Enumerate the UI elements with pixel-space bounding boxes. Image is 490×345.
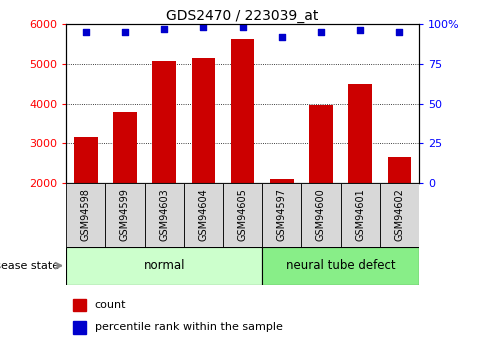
Bar <box>388 157 411 183</box>
Text: GSM94605: GSM94605 <box>238 188 247 241</box>
Bar <box>73 299 86 311</box>
Point <box>199 24 207 30</box>
Text: GSM94601: GSM94601 <box>355 188 365 241</box>
Point <box>317 29 325 35</box>
Text: disease state: disease state <box>0 261 59 270</box>
Text: count: count <box>95 300 126 310</box>
Bar <box>380 183 419 247</box>
Bar <box>105 183 145 247</box>
Text: GSM94604: GSM94604 <box>198 188 208 241</box>
Point <box>278 34 286 40</box>
Text: neural tube defect: neural tube defect <box>286 259 395 272</box>
Text: GSM94598: GSM94598 <box>81 188 91 241</box>
Bar <box>341 183 380 247</box>
Text: GSM94603: GSM94603 <box>159 188 169 241</box>
Point <box>121 29 129 35</box>
Bar <box>262 247 419 285</box>
Text: GSM94602: GSM94602 <box>394 188 404 241</box>
Text: GSM94599: GSM94599 <box>120 188 130 241</box>
Bar <box>231 39 254 183</box>
Bar <box>113 112 137 183</box>
Bar <box>301 183 341 247</box>
Point <box>395 29 403 35</box>
Bar <box>309 106 333 183</box>
Bar <box>192 58 215 183</box>
Bar <box>348 85 372 183</box>
Point <box>239 24 246 30</box>
Title: GDS2470 / 223039_at: GDS2470 / 223039_at <box>167 9 318 23</box>
Bar <box>145 183 184 247</box>
Text: normal: normal <box>144 259 185 272</box>
Bar <box>152 61 176 183</box>
Point <box>160 26 168 32</box>
Bar <box>262 183 301 247</box>
Text: GSM94597: GSM94597 <box>277 188 287 241</box>
Bar <box>66 247 262 285</box>
Bar <box>66 183 105 247</box>
Bar <box>73 321 86 334</box>
Text: GSM94600: GSM94600 <box>316 188 326 241</box>
Bar <box>270 179 294 183</box>
Point <box>356 28 364 33</box>
Text: percentile rank within the sample: percentile rank within the sample <box>95 322 283 332</box>
Bar <box>74 137 98 183</box>
Point <box>82 29 90 35</box>
Bar <box>223 183 262 247</box>
Bar <box>184 183 223 247</box>
